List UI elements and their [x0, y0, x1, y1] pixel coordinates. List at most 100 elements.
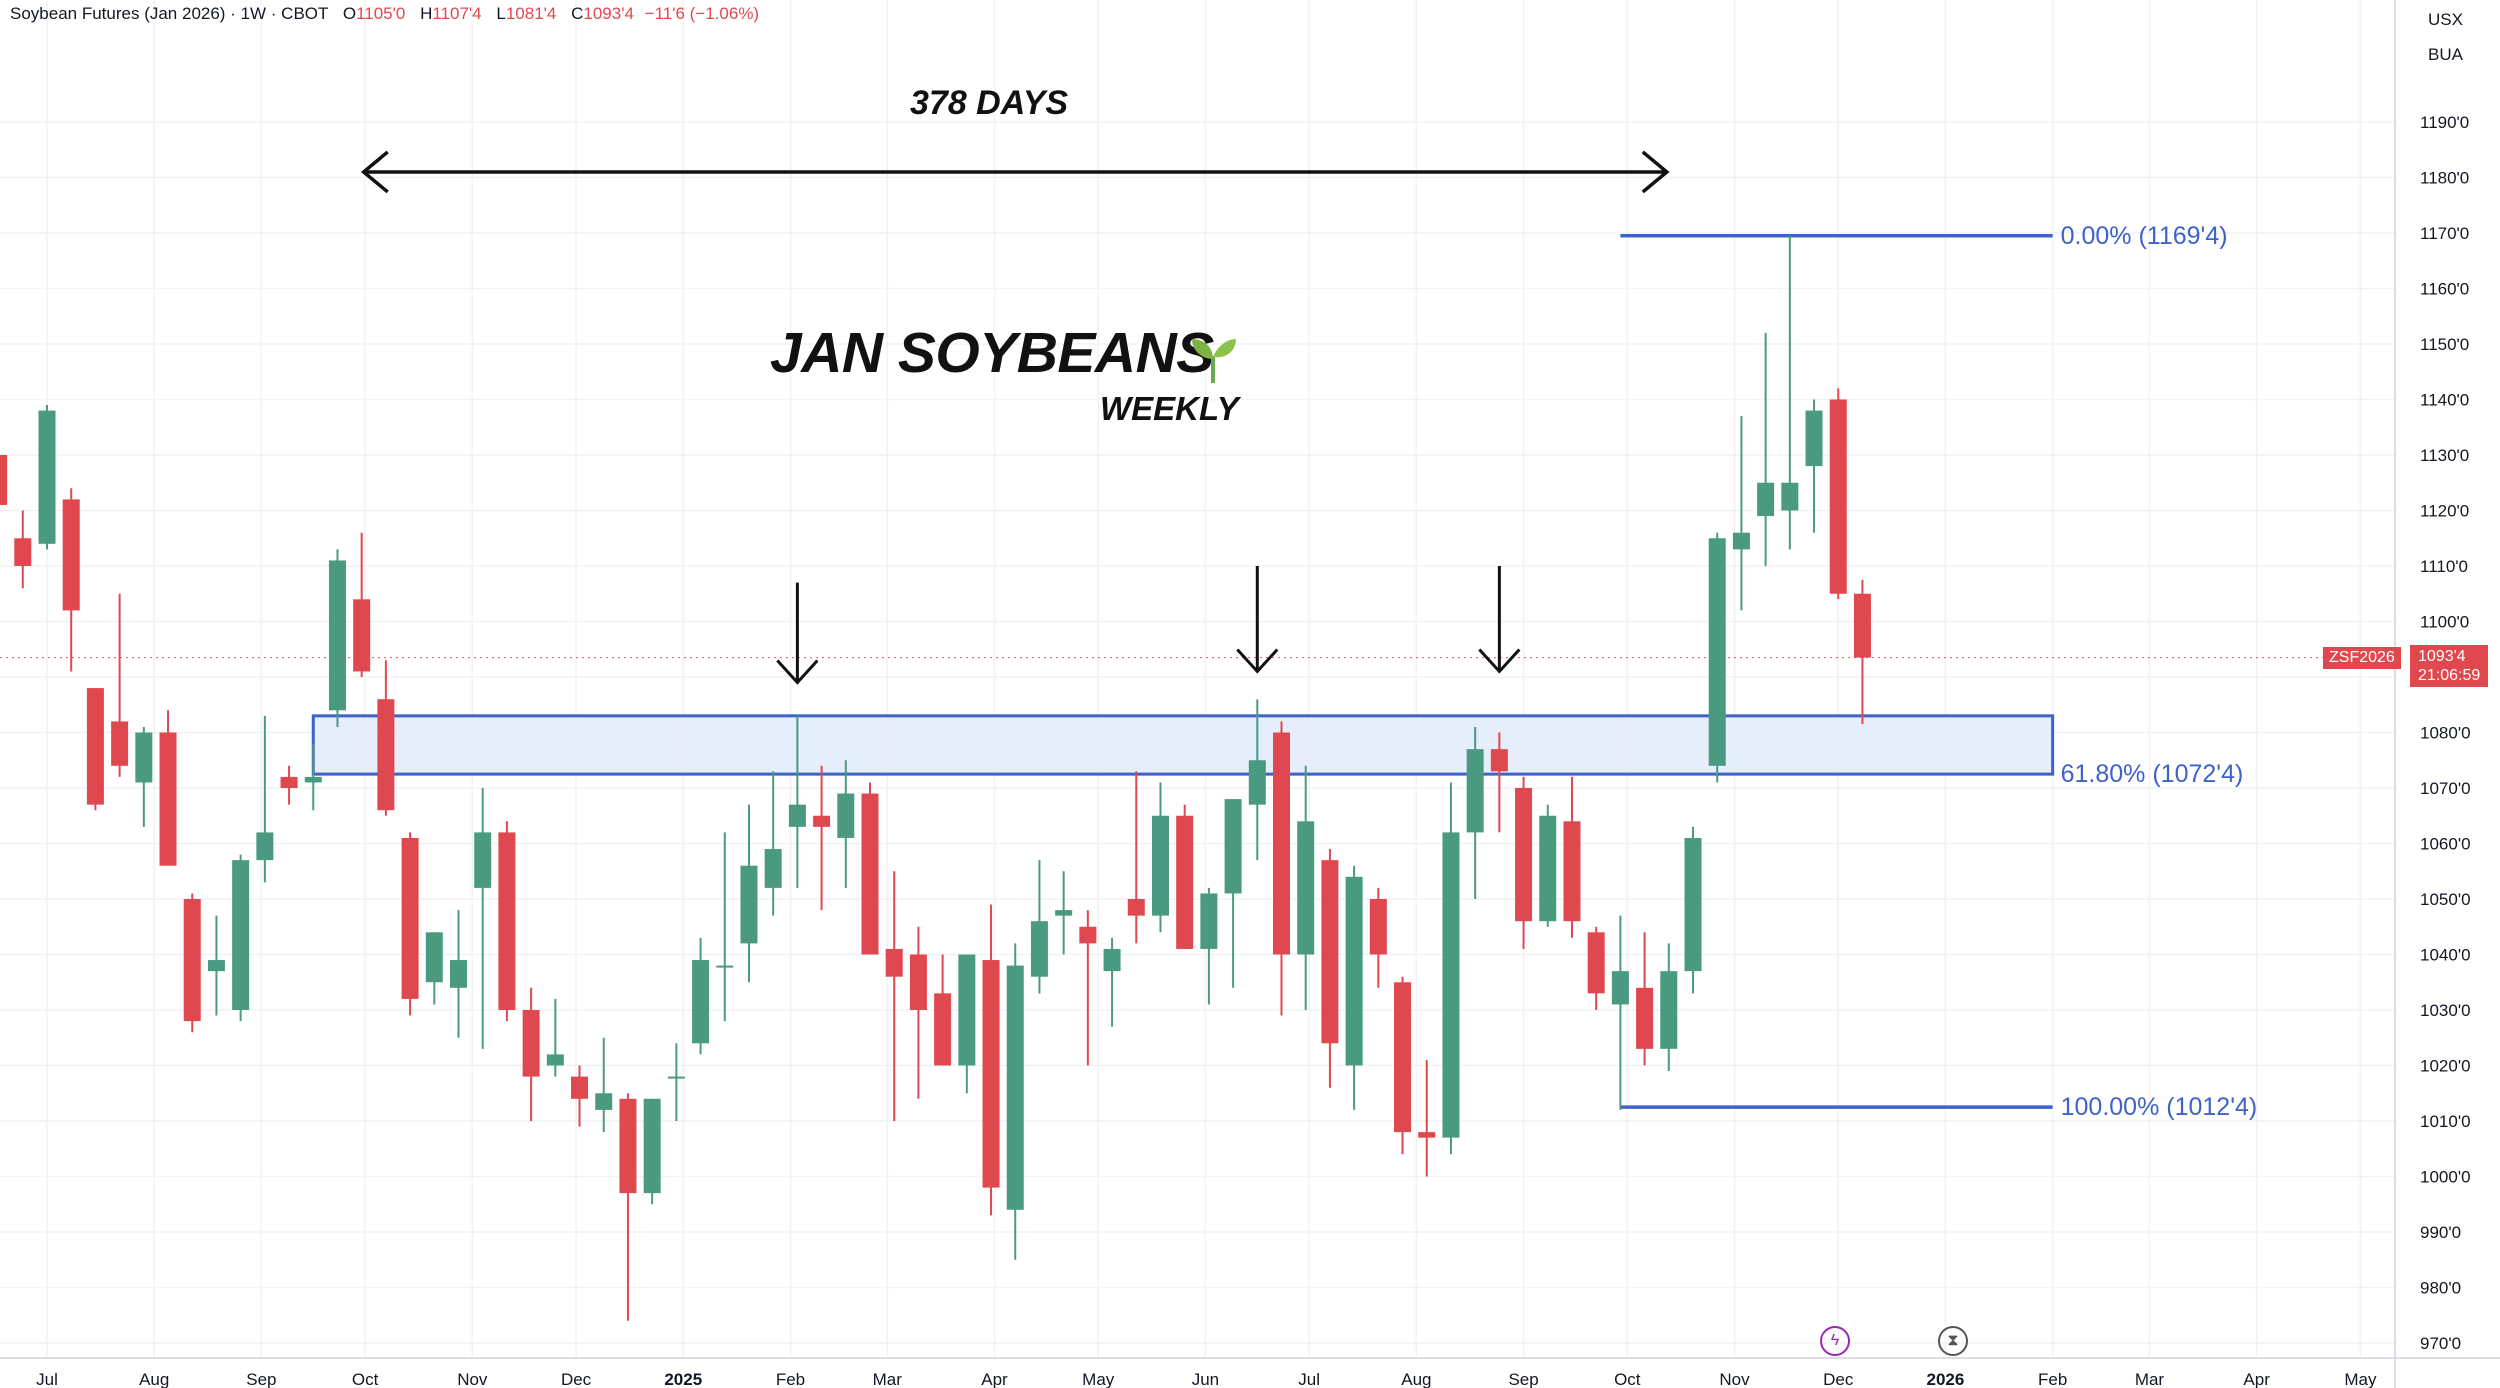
candle-body — [401, 837, 419, 999]
candle-body — [135, 732, 153, 783]
candle-body — [159, 732, 177, 866]
x-tick-label: Aug — [1401, 1370, 1431, 1388]
fib-label-618: 61.80% (1072'4) — [2060, 760, 2244, 789]
candle-body — [740, 865, 758, 944]
candle-body — [1684, 837, 1702, 972]
candle-body — [1466, 749, 1484, 833]
lightning-icon[interactable]: ϟ — [1820, 1326, 1850, 1356]
candle-body — [232, 860, 250, 1010]
y-tick-label: 1140'0 — [2420, 391, 2469, 410]
candles — [0, 235, 1871, 1321]
candle-body — [595, 1093, 613, 1110]
x-tick-label: Jun — [1192, 1370, 1219, 1388]
candle-body — [1151, 815, 1169, 916]
candle-body — [1345, 876, 1363, 1066]
candle-body — [183, 899, 201, 1022]
hourglass-icon[interactable]: ⧗ — [1938, 1326, 1968, 1356]
y-tick-label: 980'0 — [2420, 1279, 2461, 1298]
close-value: 1093'4 — [583, 4, 634, 23]
annotation-arrows[interactable] — [360, 150, 1670, 685]
high-label: H — [420, 4, 433, 23]
candle-body — [1660, 971, 1678, 1049]
chart-title-annotation: JAN SOYBEANS — [770, 321, 1214, 385]
candle-body — [764, 849, 782, 888]
support-zone[interactable] — [311, 714, 2055, 776]
candle-body — [643, 1098, 661, 1194]
candle-body — [837, 793, 855, 838]
y-tick-label: 1050'0 — [2420, 890, 2471, 909]
candle-body — [522, 1010, 540, 1077]
candle-body — [38, 410, 56, 544]
candle-body — [1442, 832, 1460, 1138]
candle-body — [692, 960, 710, 1044]
candle-body — [1248, 760, 1266, 805]
candle-body — [1369, 899, 1387, 955]
x-tick-label: Apr — [2243, 1370, 2270, 1388]
candle-body — [1708, 538, 1726, 766]
candle-body — [1297, 821, 1315, 955]
candle-body — [1055, 910, 1073, 916]
candle-body — [450, 960, 468, 988]
candle-body — [1853, 593, 1871, 658]
y-tick-label: 1020'0 — [2420, 1057, 2471, 1076]
y-tick-label: 1190'0 — [2420, 113, 2469, 132]
candle-body — [498, 832, 516, 1010]
support-zone-rect — [311, 714, 2055, 776]
candle-body — [982, 960, 1000, 1188]
grid-lines — [0, 0, 2395, 1358]
open-label: O — [342, 4, 357, 23]
open-value: 1105'0 — [356, 4, 406, 23]
y-tick-label: 1150'0 — [2420, 335, 2469, 354]
candle-body — [1515, 788, 1533, 922]
y-tick-label: 1070'0 — [2420, 779, 2471, 798]
right-arrow-head — [1641, 150, 1670, 194]
y-tick-label: 1060'0 — [2420, 835, 2471, 854]
fib-retracement[interactable] — [1620, 234, 2053, 1109]
down-arrow-head — [1236, 648, 1279, 674]
candle-body — [207, 960, 225, 972]
candle-body — [1127, 899, 1145, 916]
candle-body — [1781, 482, 1799, 511]
fib-label-100: 100.00% (1012'4) — [2060, 1093, 2258, 1122]
x-tick-label: Jul — [36, 1370, 58, 1388]
symbol-price-tag: ZSF2026 — [2323, 647, 2401, 669]
low-value: 1081'4 — [505, 4, 557, 23]
candle-body — [1030, 921, 1048, 977]
low-label: L — [496, 4, 506, 23]
y-tick-label: 970'0 — [2420, 1334, 2461, 1353]
x-tick-label: Oct — [352, 1370, 379, 1388]
candle-body — [788, 804, 806, 827]
candle-body — [86, 688, 104, 805]
candle-body — [1757, 482, 1775, 517]
x-tick-label: Jul — [1298, 1370, 1320, 1388]
candle-body — [667, 1076, 685, 1079]
symbol-name: Soybean Futures (Jan 2026) · 1W · CBOT — [10, 4, 329, 23]
y-tick-label: 1000'0 — [2420, 1168, 2471, 1187]
timeframe-annotation: WEEKLY — [1100, 390, 1239, 427]
candle-body — [1563, 821, 1581, 922]
currency-unit[interactable]: USX BUA — [2428, 4, 2463, 74]
candle-body — [377, 699, 395, 811]
fib-label-0: 0.00% (1169'4) — [2060, 221, 2228, 250]
candle-body — [425, 932, 443, 983]
candle-body — [1636, 987, 1654, 1049]
candle-body — [256, 832, 274, 861]
y-tick-label: 1010'0 — [2420, 1112, 2471, 1131]
x-tick-label: Nov — [457, 1370, 488, 1388]
y-tick-label: 1110'0 — [2420, 557, 2468, 576]
candle-body — [1079, 926, 1097, 944]
down-arrow-head — [776, 659, 819, 685]
last-price-value: 1093'4 — [2418, 648, 2466, 665]
down-arrow-head — [1478, 648, 1521, 674]
x-tick-label: Nov — [1719, 1370, 1750, 1388]
high-value: 1107'4 — [432, 4, 482, 23]
candle-body — [861, 793, 879, 955]
candle-body — [958, 954, 976, 1066]
x-tick-label: Apr — [981, 1370, 1008, 1388]
y-tick-label: 1080'0 — [2420, 724, 2471, 743]
seedling-icon — [1192, 339, 1236, 383]
currency-label: USX — [2428, 10, 2463, 29]
candle-body — [1224, 799, 1242, 894]
candle-body — [0, 455, 8, 505]
